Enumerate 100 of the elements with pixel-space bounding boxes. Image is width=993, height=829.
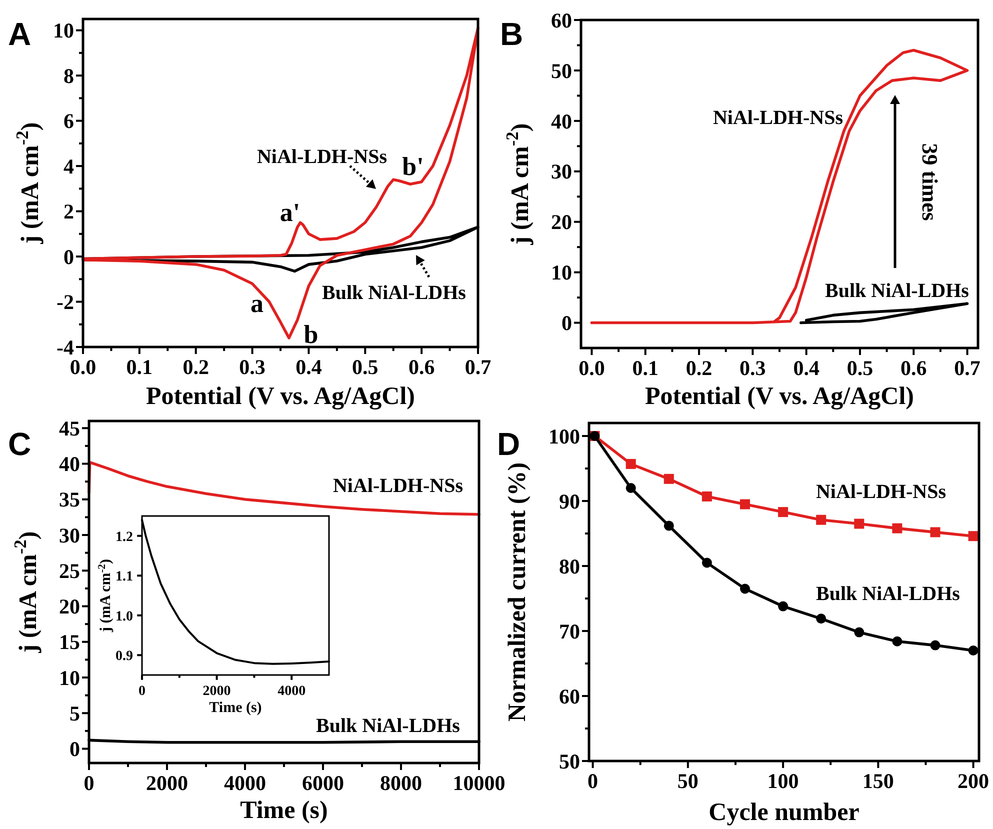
- y-tick-label: 0: [64, 244, 74, 269]
- y-tick-label: 70: [559, 619, 580, 644]
- annotation: b': [402, 152, 424, 182]
- annotation: a': [280, 198, 300, 228]
- y-tick-label: 10: [59, 666, 80, 690]
- x-tick-label: 8000: [380, 771, 422, 795]
- x-axis-title: Time (s): [240, 797, 328, 824]
- y-tick-label: 30: [59, 523, 80, 548]
- line-series: [88, 460, 480, 516]
- point: [778, 601, 788, 612]
- point: [930, 527, 940, 538]
- y-tick-label: 90: [559, 489, 580, 514]
- x-tick-label: 0.5: [352, 355, 378, 379]
- y-axis-title: Normalized current (%): [504, 462, 531, 722]
- x-tick-label: 0.6: [900, 356, 927, 380]
- y-tick-label: 6: [64, 109, 74, 134]
- y-tick-label: 0.9: [116, 649, 133, 664]
- point: [892, 523, 902, 534]
- y-tick-label: 15: [59, 630, 80, 654]
- annotation: 39 times: [917, 143, 942, 222]
- x-tick-label: 0.4: [793, 356, 820, 380]
- chart-title: D: [497, 426, 520, 462]
- y-tick-label: 80: [559, 554, 580, 578]
- y-tick-label: 0: [70, 737, 80, 762]
- line-series: [590, 48, 969, 324]
- series-label: Bulk NiAl-LDHs: [825, 280, 970, 302]
- point: [930, 640, 940, 650]
- x-tick-label: 4000: [224, 771, 266, 795]
- series-label: NiAl-LDH-NSs: [712, 107, 844, 129]
- x-tick-label: 0: [588, 769, 598, 793]
- point: [968, 531, 978, 542]
- point: [854, 627, 864, 638]
- x-tick-label: 0.2: [182, 355, 209, 379]
- x-tick-label: 4000: [278, 684, 306, 699]
- x-tick-label: 0.0: [578, 356, 605, 380]
- x-tick-label: 0.2: [686, 356, 712, 380]
- y-tick-label: 4: [64, 154, 74, 178]
- x-tick-label: 200: [958, 769, 990, 793]
- x-axis-title: Potential (V vs. Ag/AgCl): [645, 383, 914, 410]
- y-tick-label: 20: [59, 594, 80, 619]
- point: [740, 584, 750, 594]
- x-tick-label: 0: [138, 684, 146, 699]
- point: [816, 514, 826, 525]
- chart-title: C: [8, 426, 32, 462]
- y-tick-label: 45: [59, 416, 80, 440]
- chart-title: A: [8, 16, 32, 52]
- y-tick-label: 35: [59, 488, 80, 512]
- series-label: NiAl-LDH-NSs: [256, 146, 388, 168]
- x-tick-label: 0.7: [954, 356, 980, 380]
- x-tick-label: 10000: [452, 771, 506, 795]
- y-tick-label: 8: [64, 64, 74, 88]
- point: [626, 483, 636, 493]
- point: [664, 474, 674, 484]
- x-tick-label: 0.5: [846, 356, 874, 380]
- x-tick-label: 0.7: [464, 355, 492, 379]
- annotation: b: [304, 320, 318, 350]
- x-tick-label: 0.3: [740, 356, 766, 380]
- point: [854, 518, 864, 529]
- chart-title: B: [500, 16, 524, 52]
- x-tick-label: 0.4: [296, 355, 322, 379]
- x-tick-label: 100: [767, 769, 799, 793]
- y-tick-label: 20: [551, 210, 572, 234]
- y-tick-label: 40: [59, 452, 80, 476]
- y-tick-label: 1.2: [116, 530, 133, 545]
- x-axis-title: Time (s): [209, 700, 262, 716]
- point: [816, 614, 826, 624]
- line-series: [800, 302, 969, 324]
- x-tick-label: 50: [677, 769, 698, 793]
- annotation: a: [250, 289, 264, 318]
- y-tick-label: 2: [64, 200, 74, 224]
- x-tick-label: 2000: [202, 684, 231, 699]
- x-tick-label: 0.1: [632, 356, 659, 380]
- point: [778, 507, 788, 518]
- y-tick-label: 10: [551, 260, 572, 285]
- y-tick-label: 60: [551, 8, 572, 32]
- y-tick-label: 5: [70, 701, 80, 726]
- point: [702, 491, 712, 502]
- series-label: Bulk NiAl-LDHs: [316, 715, 460, 737]
- y-tick-label: 1.1: [116, 570, 133, 585]
- y-tick-label: 40: [551, 109, 572, 134]
- y-tick-label: 50: [551, 58, 572, 83]
- point: [892, 636, 902, 646]
- y-tick-label: 50: [559, 749, 580, 774]
- x-tick-label: 0.6: [408, 355, 435, 379]
- series-label: NiAl-LDH-NSs: [816, 481, 946, 503]
- y-tick-label: 0: [562, 311, 572, 336]
- x-axis-title: Potential (V vs. Ag/AgCl): [146, 383, 415, 410]
- series-label: Bulk NiAl-LDHs: [816, 583, 960, 605]
- x-tick-label: 150: [862, 769, 894, 793]
- x-tick-label: 0.3: [239, 355, 266, 379]
- point: [664, 520, 674, 531]
- y-tick-label: -2: [56, 290, 74, 314]
- series-label: NiAl-LDH-NSs: [332, 475, 464, 497]
- x-tick-label: 2000: [146, 771, 188, 795]
- y-tick-label: 60: [559, 684, 580, 708]
- x-axis-title: Cycle number: [708, 799, 860, 826]
- y-tick-label: 100: [548, 424, 580, 448]
- point: [968, 646, 978, 656]
- x-tick-label: 6000: [302, 771, 344, 795]
- y-tick-label: 30: [551, 160, 572, 184]
